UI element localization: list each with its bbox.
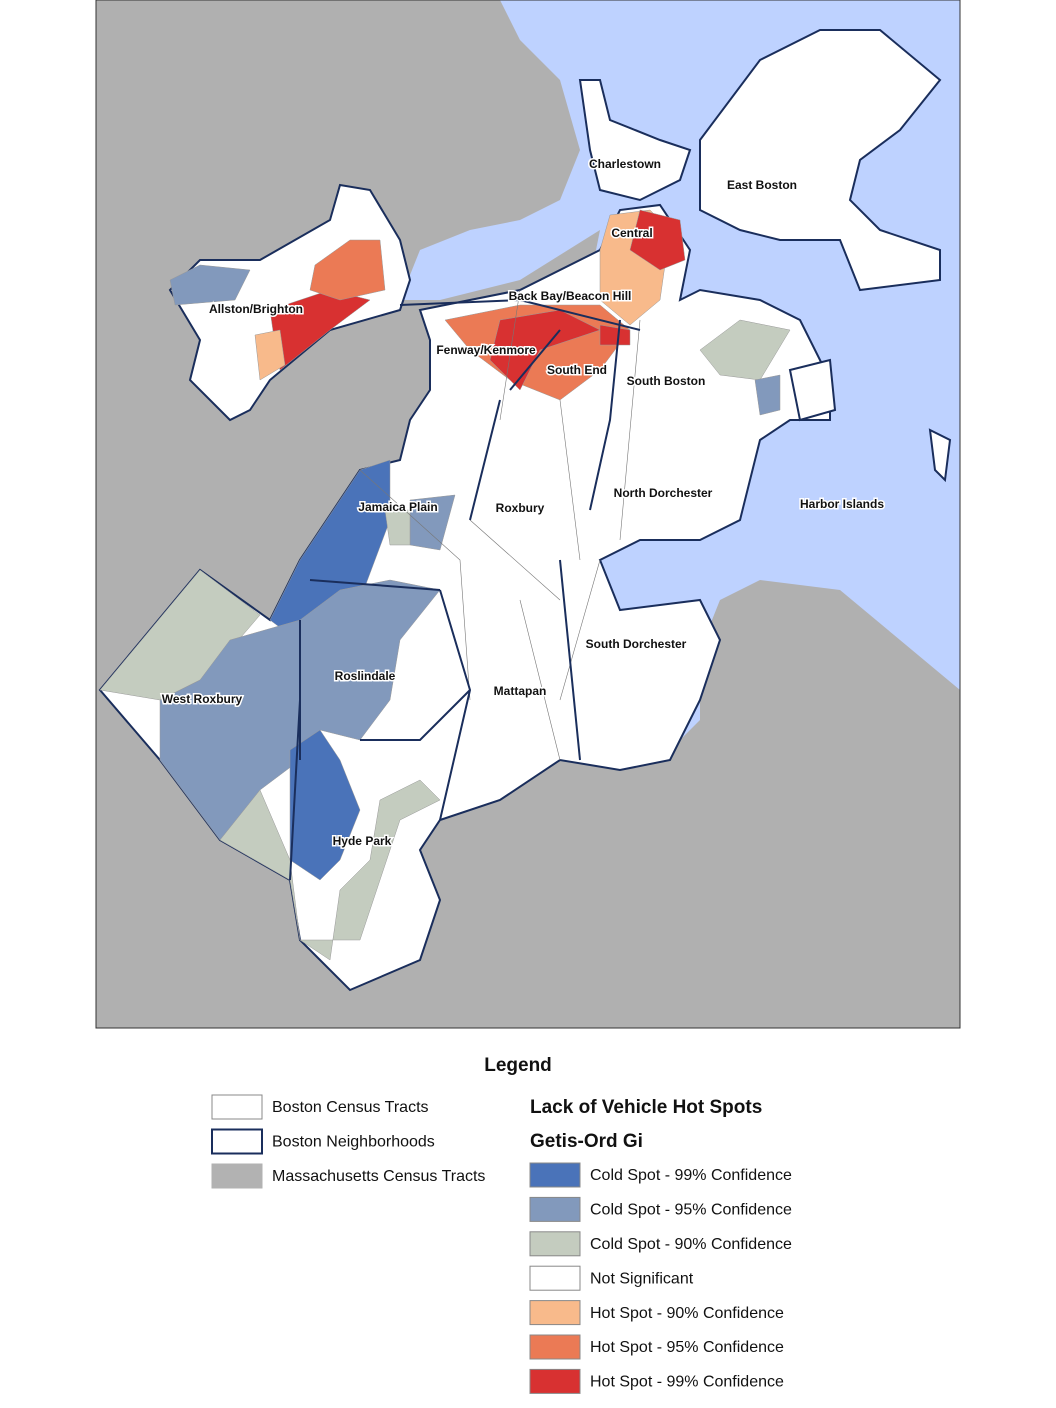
legend-swatch	[529, 1300, 581, 1326]
neighborhood-label: South Boston	[627, 374, 706, 388]
legend-label: Hot Spot - 90% Confidence	[590, 1305, 784, 1322]
legend-label: Not Significant	[590, 1270, 694, 1287]
neighborhood-label: South End	[547, 363, 607, 377]
neighborhood-label: Allston/Brighton	[209, 302, 303, 316]
neighborhood-label: Hyde Park	[333, 834, 392, 848]
legend-label: Hot Spot - 99% Confidence	[590, 1374, 784, 1391]
legend-swatch	[529, 1265, 581, 1291]
legend-label: Massachusetts Census Tracts	[272, 1168, 485, 1185]
legend-title: Legend	[484, 1055, 552, 1076]
neighborhood-label: East Boston	[727, 178, 797, 192]
map: Charlestown East Boston Central Back Bay/Be…	[95, 0, 961, 1029]
neighborhood-label: Roxbury	[496, 501, 545, 515]
neighborhood-lines	[289, 298, 641, 881]
method: Getis-Ord Gi	[530, 1131, 643, 1152]
neighborhood-label: West Roxbury	[162, 692, 243, 706]
spots	[99, 209, 791, 961]
hotspot-title: Lack of Vehicle Hot Spots	[530, 1097, 762, 1118]
neighborhood-label: Roslindale	[335, 669, 396, 683]
neighborhood-label: Fenway/Kenmore	[436, 343, 536, 357]
legend-label: Cold Spot - 99% Confidence	[590, 1167, 792, 1184]
legend-label: Cold Spot - 95% Confidence	[590, 1202, 792, 1219]
legend: Boston Census Tracts Boston Neighborhoods…	[211, 1094, 792, 1394]
neighborhood-label: Central	[611, 226, 652, 240]
legend-swatch	[211, 1128, 263, 1155]
neighborhood-label: Back Bay/Beacon Hill	[509, 289, 632, 303]
map-frame	[95, 0, 961, 1029]
labels: Charlestown East Boston Central Back Bay/Be…	[160, 156, 886, 850]
legend-swatch	[529, 1162, 581, 1188]
legend-swatch	[211, 1094, 263, 1120]
legend-label: Cold Spot - 90% Confidence	[590, 1236, 792, 1253]
neighborhood-label: Mattapan	[494, 684, 547, 698]
legend-swatch	[211, 1163, 263, 1189]
neighborhood-label: North Dorchester	[614, 486, 713, 500]
legend-label: Hot Spot - 95% Confidence	[590, 1339, 784, 1356]
legend-swatch	[529, 1334, 581, 1360]
neighborhood-label: Jamaica Plain	[358, 500, 437, 514]
legend-label: Boston Neighborhoods	[272, 1134, 435, 1151]
legend-swatch	[529, 1231, 581, 1257]
legend-swatch	[529, 1368, 581, 1394]
neighborhood-label: South Dorchester	[586, 637, 687, 651]
legend-swatch	[529, 1196, 581, 1222]
tract-lines	[359, 289, 641, 761]
neighborhood-label: Harbor Islands	[800, 497, 884, 511]
neighborhood-label: Charlestown	[589, 157, 661, 171]
legend-label: Boston Census Tracts	[272, 1099, 429, 1116]
